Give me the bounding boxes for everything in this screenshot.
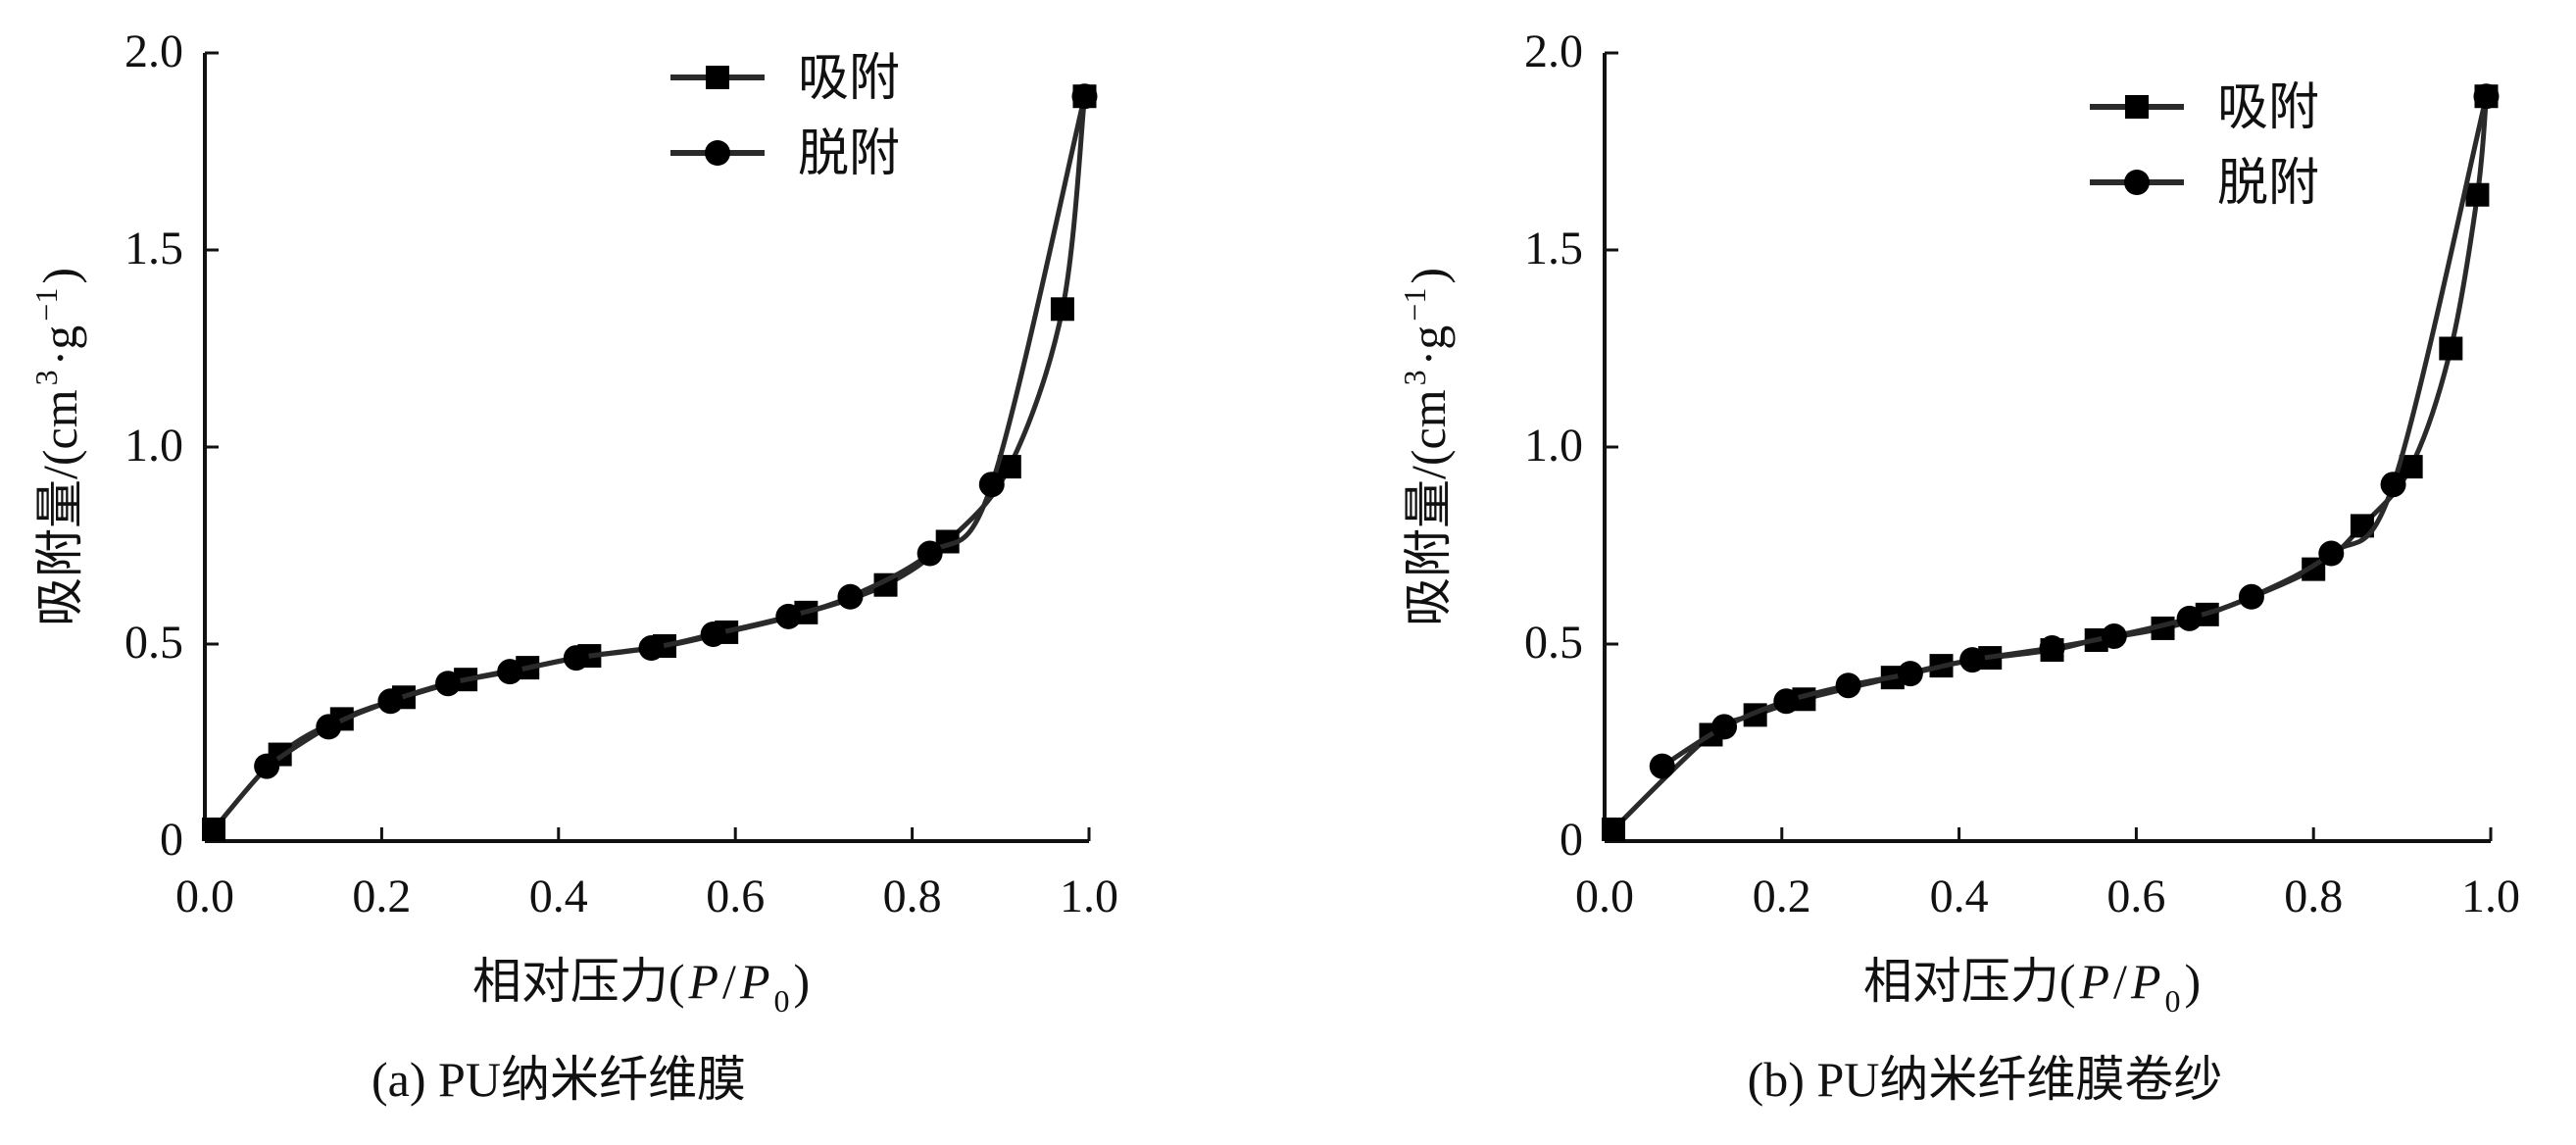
- x-tick-label: 0.4: [1930, 871, 1989, 922]
- circle-marker: [2238, 583, 2264, 610]
- circle-marker: [978, 472, 1005, 498]
- square-marker: [202, 817, 226, 841]
- y-axis-label-part: 吸附量/(cm: [1401, 389, 1456, 626]
- x-tick-label: 1.0: [1060, 871, 1118, 922]
- y-axis-label: 吸附量/(cm 3 ·g−1): [28, 268, 87, 626]
- y-axis-label-part: ·g: [32, 325, 87, 367]
- circle-marker: [1959, 647, 1986, 673]
- figure-caption: (a) PU纳米纤维膜: [372, 1052, 746, 1107]
- x-tick-label: 0.6: [2106, 871, 2165, 922]
- circle-marker: [497, 659, 523, 685]
- y-axis-label-part: 3: [28, 370, 64, 385]
- x-axis-label: 相对压力(P / P 0): [1863, 954, 2201, 1019]
- circle-marker: [916, 540, 943, 567]
- circle-marker: [1071, 83, 1098, 110]
- x-axis-label-part: P: [2079, 954, 2110, 1009]
- y-axis-label-part: 吸附量/(cm: [32, 389, 87, 626]
- legend-label: 吸附: [798, 51, 900, 107]
- circle-marker: [2039, 635, 2065, 662]
- circle-marker: [254, 753, 280, 779]
- x-axis-label-part: ): [2185, 954, 2202, 1009]
- legend-square-marker: [706, 66, 729, 89]
- circle-marker: [775, 603, 802, 629]
- y-axis-label: 吸附量/(cm 3 ·g−1): [1397, 268, 1456, 626]
- circle-marker: [638, 635, 665, 662]
- y-axis-label-part: 3: [1397, 370, 1432, 385]
- y-tick-label: 0: [160, 814, 183, 866]
- series-line: [265, 95, 1087, 769]
- y-axis-label-part: ): [32, 268, 87, 284]
- x-axis-label-part: P: [739, 954, 770, 1009]
- x-tick-label: 0.0: [1575, 871, 1634, 922]
- x-axis-label-part: P: [688, 954, 719, 1009]
- figure-caption: (b) PU纳米纤维膜卷纱: [1748, 1052, 2223, 1107]
- circle-marker: [2473, 83, 2500, 110]
- circle-marker: [435, 671, 462, 697]
- x-tick-label: 0.4: [529, 871, 588, 922]
- x-axis-label-part: ): [794, 954, 811, 1009]
- series-desorption: [254, 83, 1098, 779]
- legend-square-marker: [2125, 95, 2149, 119]
- x-tick-label: 0.2: [352, 871, 411, 922]
- x-tick-label: 0.2: [1753, 871, 1811, 922]
- legend-label: 吸附: [2217, 80, 2319, 136]
- legend-circle-marker: [2124, 170, 2150, 195]
- y-axis-label-part: −1: [28, 288, 64, 322]
- x-tick-label: 0.8: [2284, 871, 2343, 922]
- y-axis-label-part: ): [1401, 268, 1456, 284]
- square-marker: [2465, 182, 2490, 207]
- y-tick-label: 2.0: [1524, 25, 1583, 77]
- series-line: [1660, 95, 2489, 769]
- y-axis-label-part: ·g: [1401, 325, 1456, 367]
- legend-label: 脱附: [2217, 156, 2319, 212]
- circle-marker: [1897, 661, 1923, 687]
- x-axis-label-part: 0: [774, 983, 790, 1019]
- circle-marker: [2176, 605, 2203, 631]
- y-tick-label: 2.0: [124, 25, 183, 77]
- y-tick-label: 1.0: [124, 420, 183, 472]
- y-tick-label: 1.5: [1524, 223, 1583, 274]
- x-axis-label-part: 0: [2165, 983, 2181, 1019]
- y-tick-label: 0.5: [124, 617, 183, 669]
- circle-marker: [2318, 540, 2345, 567]
- circle-marker: [837, 583, 864, 610]
- legend-circle-marker: [705, 140, 730, 166]
- circle-marker: [1649, 753, 1675, 779]
- circle-marker: [2380, 472, 2406, 498]
- legend-label: 脱附: [798, 126, 900, 182]
- circle-marker: [1711, 714, 1738, 740]
- x-axis-label-part: /: [2113, 954, 2127, 1009]
- circle-marker: [563, 645, 589, 672]
- series-desorption: [1649, 83, 2500, 779]
- y-tick-label: 0: [1560, 814, 1583, 866]
- x-axis-label-part: /: [722, 954, 736, 1009]
- circle-marker: [1835, 672, 1861, 699]
- circle-marker: [1773, 688, 1800, 715]
- x-axis-label-part: 相对压力(: [472, 954, 685, 1009]
- y-axis-label-part: −1: [1397, 288, 1432, 322]
- x-tick-label: 0.0: [175, 871, 234, 922]
- square-marker: [1602, 817, 1626, 841]
- circle-marker: [377, 688, 404, 715]
- x-tick-label: 0.8: [883, 871, 942, 922]
- y-tick-label: 1.5: [124, 223, 183, 274]
- x-axis-label-part: P: [2130, 954, 2161, 1009]
- x-tick-label: 1.0: [2461, 871, 2520, 922]
- y-tick-label: 0.5: [1524, 617, 1583, 669]
- circle-marker: [316, 714, 342, 740]
- x-axis-label: 相对压力(P / P 0): [472, 954, 810, 1019]
- square-marker: [1050, 297, 1074, 322]
- y-tick-label: 1.0: [1524, 420, 1583, 472]
- circle-marker: [2101, 622, 2127, 649]
- x-tick-label: 0.6: [706, 871, 765, 922]
- square-marker: [2439, 336, 2463, 361]
- circle-marker: [700, 621, 726, 647]
- x-axis-label-part: 相对压力(: [1863, 954, 2076, 1009]
